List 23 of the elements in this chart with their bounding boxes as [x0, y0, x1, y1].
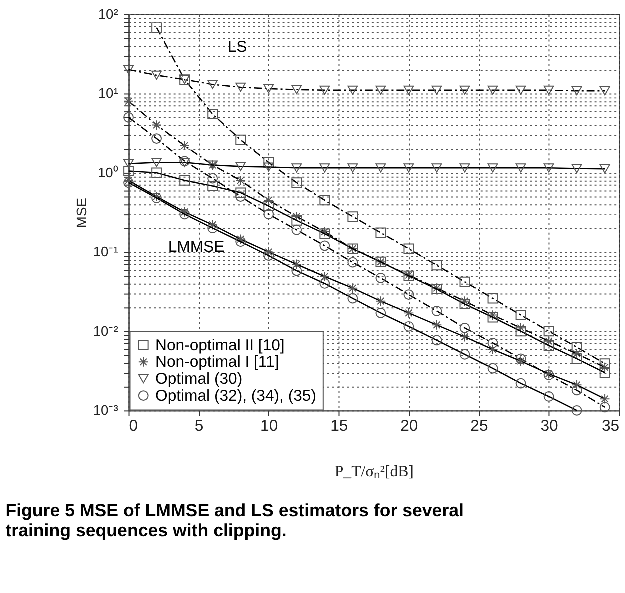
x-tick-label: 0 — [129, 418, 138, 435]
legend-label: Optimal (30) — [156, 370, 243, 388]
text: Figure 5 MSE of LMMSE and LS estimators for several training sequences with clipping. — [6, 500, 464, 540]
annotation: LS — [228, 39, 248, 56]
legend-label: Optimal (32), (34), (35) — [156, 388, 316, 405]
y-tick-label: 10⁻³ — [93, 402, 119, 418]
x-tick-label: 25 — [470, 418, 488, 435]
annotation: LMMSE — [168, 239, 225, 256]
y-axis-title: MSE — [73, 198, 90, 228]
y-tick-label: 10¹ — [98, 85, 119, 102]
x-tick-label: 15 — [330, 418, 348, 435]
x-axis-title: P_T/σₙ²[dB] — [334, 464, 414, 481]
x-tick-label: 5 — [194, 418, 204, 435]
x-tick-label: 20 — [400, 418, 418, 435]
legend-label: Non-optimal II [10] — [156, 337, 285, 354]
x-tick-label: 10 — [260, 418, 278, 435]
x-tick-label: 30 — [540, 418, 559, 435]
y-tick-label: 10⁰ — [98, 164, 118, 180]
y-tick-label: 10⁻¹ — [93, 244, 119, 260]
y-tick-label: 10⁻² — [93, 322, 119, 339]
y-tick-label: 10² — [98, 6, 119, 22]
x-tick-label: 35 — [602, 418, 620, 435]
legend-label: Non-optimal I [11] — [156, 354, 280, 372]
